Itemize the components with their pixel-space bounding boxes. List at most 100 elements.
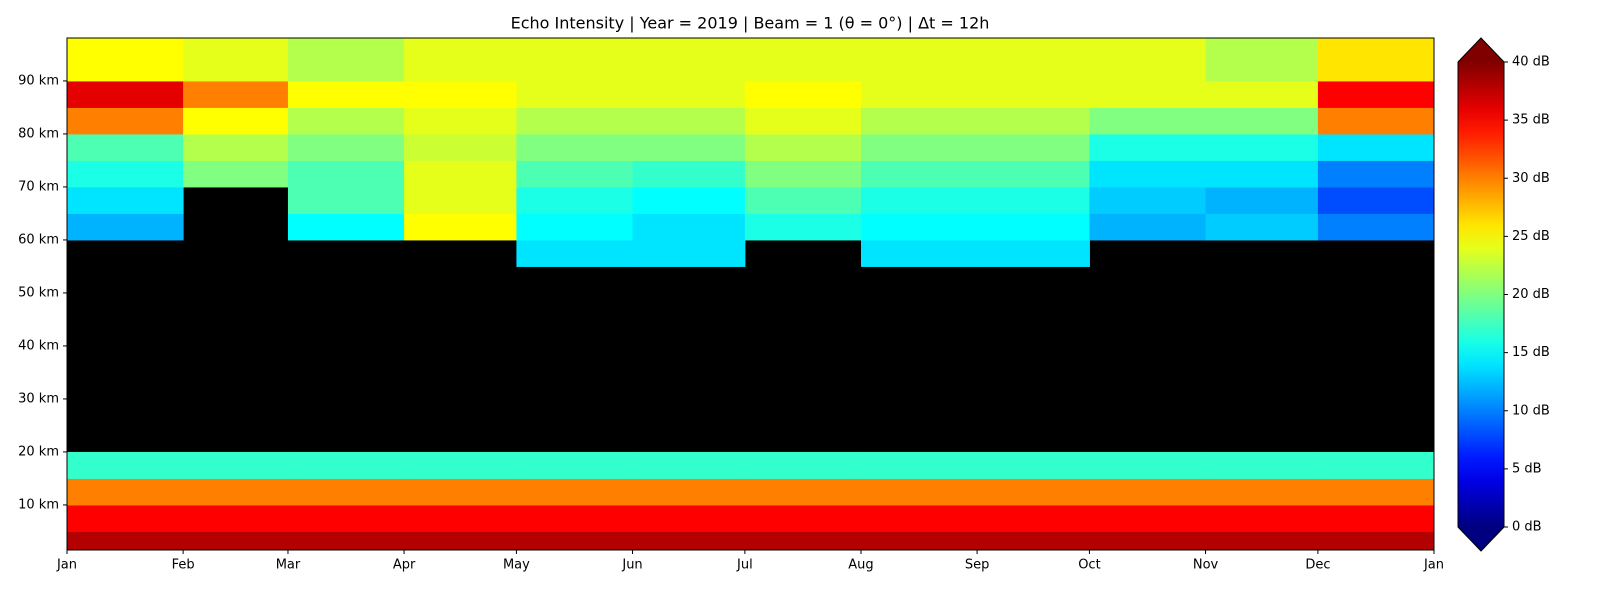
heatmap-cell [287,38,405,82]
heatmap-cell [632,239,746,267]
heatmap-cell [744,213,862,241]
heatmap-cell [516,160,634,188]
heatmap-cell [67,213,184,241]
heatmap-cell [1317,80,1435,108]
y-tick-label: 90 km [18,73,59,88]
y-tick-label: 60 km [18,232,59,247]
heatmap-cell [183,504,289,532]
heatmap-cell [183,451,289,479]
heatmap-cell [860,451,978,479]
heatmap-cell [744,186,862,214]
heatmap-cell [1317,478,1435,506]
heatmap-cell [1089,478,1207,506]
heatmap-cell [744,133,862,161]
heatmap-cell [1205,531,1319,551]
heatmap-cell [1205,107,1319,135]
heatmap-cell [67,38,184,82]
heatmap-cell [67,80,184,108]
x-tick-label: Mar [276,558,301,573]
heatmap-cell [977,186,1090,214]
heatmap-cell [977,531,1090,551]
heatmap-cell [404,451,517,479]
heatmap-cell [67,186,184,214]
heatmap-cell [1317,504,1435,532]
heatmap-cell [404,160,517,188]
heatmap-cell [404,213,517,241]
heatmap-cell [516,38,634,82]
heatmap-cell [632,213,746,241]
heatmap-cell [287,160,405,188]
x-tick-label: May [503,558,530,573]
colorbar-tick-label: 35 dB [1512,113,1550,128]
heatmap-cell [860,80,978,108]
heatmap-cell [516,239,634,267]
heatmap-cell [67,107,184,135]
heatmap-cell [287,478,405,506]
heatmap-cell [632,38,746,82]
heatmap-cell [67,531,184,551]
heatmap-cell [744,38,862,82]
x-tick-label: Nov [1193,558,1219,573]
heatmap-cell [1089,133,1207,161]
heatmap-cell [516,80,634,108]
heatmap-cell [1317,213,1435,241]
heatmap-cell [67,504,184,532]
colorbar-tick-label: 30 dB [1512,171,1550,186]
heatmap-cell [744,80,862,108]
y-tick-label: 40 km [18,338,59,353]
heatmap-cell [287,80,405,108]
heatmap-cell [860,107,978,135]
heatmap-cell [632,451,746,479]
heatmap-cell [1205,38,1319,82]
heatmap-cell [1089,80,1207,108]
heatmap-cell [744,160,862,188]
colorbar-extend-low [1458,527,1504,551]
heatmap-cell [287,504,405,532]
heatmap-cell [1205,451,1319,479]
heatmap-cell [977,504,1090,532]
colorbar-tick-label: 10 dB [1512,403,1550,418]
heatmap-cell [287,133,405,161]
heatmap-cell [183,133,289,161]
heatmap-cell [404,478,517,506]
heatmap-cell [632,504,746,532]
heatmap-cell [744,504,862,532]
y-tick-label: 20 km [18,444,59,459]
heatmap-cell [860,38,978,82]
x-tick-label: Oct [1078,558,1100,573]
heatmap-cell [67,478,184,506]
heatmap-cell [1089,160,1207,188]
x-tick-label: Jun [621,558,642,573]
heatmap-cell [516,478,634,506]
heatmap-cell [860,504,978,532]
y-tick-label: 30 km [18,391,59,406]
heatmap-cell [1089,107,1207,135]
chart-title: Echo Intensity | Year = 2019 | Beam = 1 … [511,14,990,33]
x-tick-label: Sep [965,558,990,573]
heatmap-cell [1089,451,1207,479]
heatmap-cell [632,478,746,506]
heatmap-cell [404,107,517,135]
heatmap-cell [67,451,184,479]
plot-area [67,38,1435,551]
heatmap-cell [287,451,405,479]
heatmap-cell [977,133,1090,161]
heatmap-cell [977,213,1090,241]
heatmap-cell [516,213,634,241]
heatmap-cell [404,504,517,532]
x-tick-label: Jan [1423,558,1444,573]
colorbar-tick-label: 20 dB [1512,287,1550,302]
heatmap-cell [977,160,1090,188]
heatmap-cell [1317,38,1435,82]
heatmap-cell [1205,186,1319,214]
x-tick-label: Aug [848,558,873,573]
heatmap-cell [1205,160,1319,188]
heatmap-cell [516,107,634,135]
heatmap-cell [977,80,1090,108]
heatmap-cell [1317,160,1435,188]
colorbar-tick-label: 15 dB [1512,345,1550,360]
heatmap-cell [183,80,289,108]
heatmap-cell [744,478,862,506]
heatmap-cell [1205,213,1319,241]
heatmap-cell [977,478,1090,506]
